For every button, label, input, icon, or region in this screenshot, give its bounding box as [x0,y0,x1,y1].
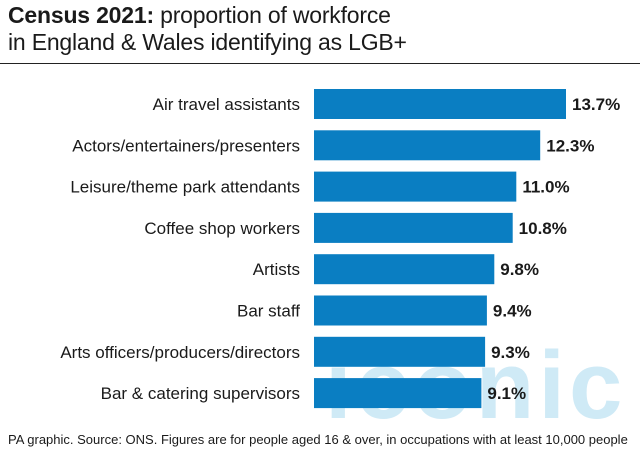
value-label: 11.0% [522,178,569,197]
bar [314,89,566,119]
category-label: Bar & catering supervisors [101,384,300,403]
title-bold: Census 2021: [8,2,154,28]
bar-chart: Air travel assistants 13.7% Actors/enterta… [60,89,620,409]
bar [314,254,495,285]
bar [314,130,541,161]
title-divider [0,63,640,64]
chart-title: Census 2021: proportion of workforce in … [8,2,632,56]
bar [314,336,486,367]
category-label: Artists [253,260,300,279]
value-label: 9.4% [493,302,532,321]
bar [314,212,513,243]
bar [314,295,487,326]
category-label: Leisure/theme park attendants [70,178,300,197]
bar [314,171,517,202]
value-label: 9.1% [487,384,526,403]
source-note: PA graphic. Source: ONS. Figures are for… [8,432,628,447]
category-label: Air travel assistants [153,95,300,114]
title-rest: proportion of workforce [153,2,391,28]
category-label: Bar staff [237,302,300,321]
value-label: 10.8% [519,219,567,238]
category-label: Coffee shop workers [144,219,300,238]
bar [314,378,482,409]
value-label: 13.7% [572,95,620,114]
value-label: 12.3% [546,136,594,155]
value-label: 9.3% [491,343,530,362]
category-label: Actors/entertainers/presenters [72,136,300,155]
value-label: 9.8% [500,260,539,279]
title-line2: in England & Wales identifying as LGB+ [8,29,407,55]
category-label: Arts officers/producers/directors [60,343,300,362]
